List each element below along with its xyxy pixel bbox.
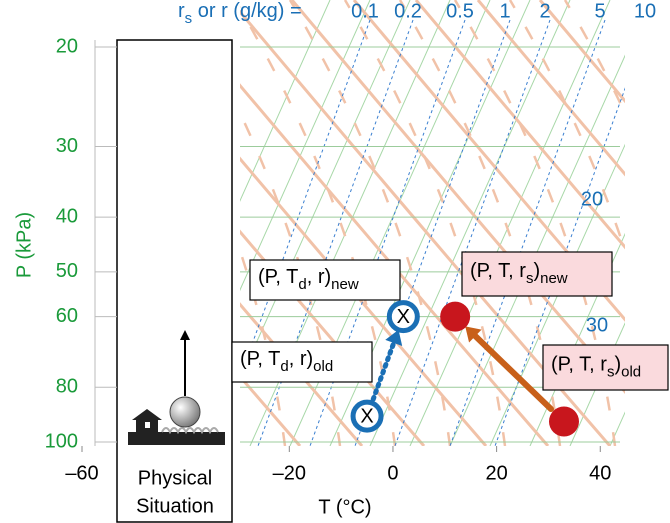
subscript: s [185, 10, 193, 27]
text-part: ) [614, 354, 621, 376]
dry-adiabat [240, 302, 364, 446]
subscript: new [331, 276, 359, 293]
panel-label: Situation [136, 495, 214, 517]
text-part: r [178, 0, 185, 22]
subscript: old [621, 363, 641, 380]
moist-adiabat [398, 0, 562, 446]
text-part: (P, T, r [470, 260, 526, 282]
state-point [548, 406, 579, 437]
isotherm [369, 0, 571, 446]
label-box [461, 251, 613, 297]
y-tick-label: 80 [56, 376, 78, 398]
moist-adiabat [70, 0, 230, 446]
point-label: (P, Td, r)new [258, 266, 359, 293]
point-label: (P, Td, r)old [240, 348, 333, 375]
moist-adiabat [288, 0, 452, 446]
x-tick-label: 20 [485, 462, 507, 484]
subscript: s [607, 363, 615, 380]
point-label: (P, T, rs)old [551, 354, 641, 381]
trajectory [472, 333, 555, 413]
label-box [542, 344, 669, 391]
dry-adiabat [538, 0, 625, 104]
isotherm [409, 0, 611, 446]
dry-adiabat [240, 156, 488, 446]
x-tick-label: –60 [65, 462, 98, 484]
isotherm [240, 0, 331, 202]
trajectory [370, 340, 397, 402]
mixing-ratio-caption: rs or r (g/kg) = [178, 0, 302, 27]
text-part: (P, T [258, 266, 298, 288]
subscript: s [526, 270, 534, 287]
mixing-ratio-label: 0.1 [351, 0, 379, 22]
isotherm [489, 143, 625, 446]
isoline-label: 30 [586, 314, 608, 336]
state-point [440, 301, 471, 332]
mixing-ratio-label: 0.5 [446, 0, 474, 22]
text-part: (P, T, r [551, 354, 607, 376]
mixing-ratio-label: 1 [499, 0, 510, 22]
dry-adiabat [352, 0, 625, 322]
dry-adiabat [240, 83, 550, 446]
text-part: , r) [289, 348, 313, 370]
mixing-ratio-label: 10 [634, 0, 656, 22]
text-part: (P, T [240, 348, 280, 370]
y-tick-label: 30 [56, 135, 78, 157]
y-tick-label: 40 [56, 205, 78, 227]
ground-scene [128, 330, 225, 445]
x-axis-label: T (°C) [318, 496, 371, 518]
moist-adiabat [563, 0, 625, 117]
mixing-ratio-label: 2 [539, 0, 550, 22]
y-tick-label: 60 [56, 305, 78, 327]
text-part: ) [533, 260, 540, 282]
dry-adiabat [476, 0, 625, 177]
y-tick-label: 20 [56, 35, 78, 57]
y-tick-label: 100 [45, 430, 78, 452]
y-axis-label: P (kPa) [13, 212, 35, 278]
isotherm [240, 0, 371, 292]
subscript: new [540, 270, 568, 287]
subscript: d [298, 276, 306, 293]
x-tick-label: 40 [589, 462, 611, 484]
arrowhead [385, 329, 403, 347]
subscript: old [313, 358, 333, 375]
physical-panel [116, 39, 233, 523]
text-part: or r (g/kg) = [192, 0, 301, 22]
isoline-label: 20 [581, 188, 603, 210]
marker-text: X [360, 405, 373, 427]
point-label: (P, T, rs)new [470, 260, 568, 287]
mixing-ratio-label: 0.2 [394, 0, 422, 22]
x-tick-label: 0 [387, 462, 398, 484]
moist-adiabat [453, 0, 617, 446]
mixing-ratio-label: 5 [594, 0, 605, 22]
panel-label: Physical [138, 467, 212, 489]
dry-adiabat [414, 0, 625, 250]
dry-adiabat [240, 374, 302, 446]
x-tick-label: –20 [273, 462, 306, 484]
state-point [386, 300, 420, 334]
text-part: , r) [307, 266, 331, 288]
state-point [350, 399, 384, 433]
y-tick-label: 50 [56, 260, 78, 282]
moist-adiabat [240, 6, 397, 446]
moist-adiabat [508, 0, 625, 255]
moist-adiabat [343, 0, 507, 446]
label-box [231, 341, 373, 383]
subscript: d [280, 358, 288, 375]
label-box [249, 259, 401, 301]
arrowhead [465, 326, 482, 343]
marker-text: X [397, 306, 410, 328]
